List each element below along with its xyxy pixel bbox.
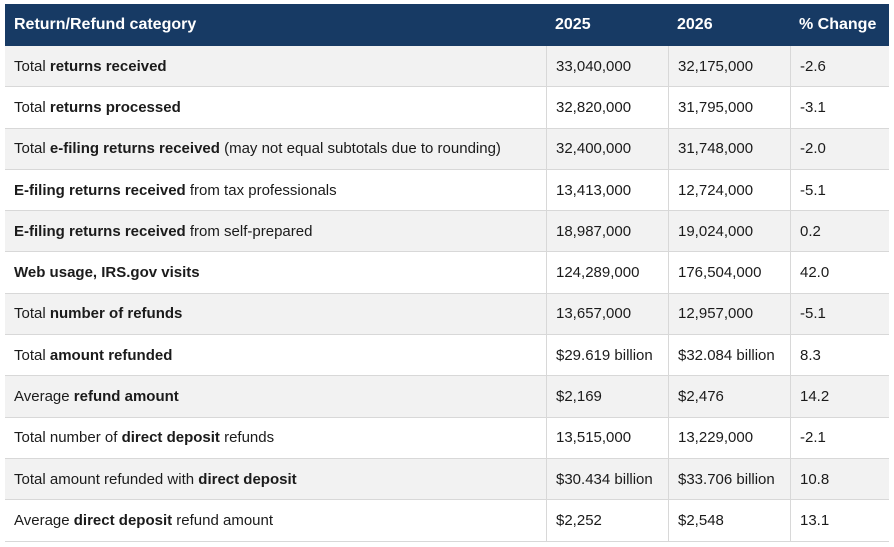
table-row: Average direct deposit refund amount $2,2…: [5, 500, 889, 542]
category-cell: Total number of refunds: [5, 305, 546, 322]
table-row: Total returns processed 32,820,000 31,795,…: [5, 87, 889, 129]
value-2025-cell: 13,657,000: [546, 293, 668, 335]
table-row: Total returns received 33,040,000 32,175,0…: [5, 46, 889, 88]
value-2025-cell: 32,400,000: [546, 128, 668, 169]
category-text: from tax professionals: [185, 181, 337, 199]
value-2025-cell: 33,040,000: [546, 46, 668, 87]
category-cell: Average refund amount: [5, 388, 546, 405]
category-text: Total number of: [14, 429, 122, 447]
value-2025-cell: 13,413,000: [546, 169, 668, 211]
category-cell: Total e-filing returns received (may not…: [5, 140, 546, 157]
value-2025-cell: $2,252: [546, 500, 668, 541]
filing-season-statistics-table: Return/Refund category 2025 2026 % Chang…: [5, 4, 889, 542]
value-2026-cell: $33.706 billion: [668, 458, 790, 500]
value-2026-cell: 13,229,000: [668, 417, 790, 458]
table-row: Total amount refunded $29.619 billion $32.…: [5, 335, 889, 377]
pct-change-cell: -5.1: [790, 293, 889, 335]
category-cell: Total returns processed: [5, 99, 546, 116]
value-2025-cell: $29.619 billion: [546, 335, 668, 376]
category-text-bold: returns received: [49, 57, 167, 75]
value-2026-cell: $2,476: [668, 376, 790, 417]
value-2025-cell: 32,820,000: [546, 87, 668, 128]
pct-change-cell: -3.1: [790, 87, 889, 128]
category-text: Average: [14, 511, 74, 529]
pct-change-cell: 0.2: [790, 211, 889, 252]
category-cell: Total returns received: [5, 58, 546, 75]
header-2026: 2026: [677, 16, 713, 33]
table-row: E-filing returns received from self-prep…: [5, 211, 889, 253]
category-text: Total: [14, 140, 50, 158]
category-cell: E-filing returns received from self-prep…: [5, 223, 546, 240]
category-text-bold: E-filing returns received: [14, 222, 186, 240]
table-header-row: Return/Refund category 2025 2026 % Chang…: [5, 4, 889, 46]
category-text: refunds: [219, 429, 275, 447]
header-pct-change: % Change: [799, 16, 877, 33]
category-text: Total: [14, 346, 50, 364]
pct-change-cell: 8.3: [790, 335, 889, 376]
value-2026-cell: 12,957,000: [668, 293, 790, 335]
category-text-bold: E-filing returns received: [14, 181, 186, 199]
category-text-bold: returns processed: [49, 98, 181, 116]
category-cell: Total amount refunded: [5, 347, 546, 364]
pct-change-cell: 14.2: [790, 376, 889, 417]
category-text: from self-prepared: [185, 222, 313, 240]
value-2025-cell: 13,515,000: [546, 417, 668, 458]
category-text-bold: direct deposit: [121, 429, 220, 447]
category-text: Total: [14, 98, 50, 116]
category-text-bold: number of refunds: [49, 305, 183, 323]
pct-change-cell: 13.1: [790, 500, 889, 541]
table-row: Average refund amount $2,169 $2,476 14.2: [5, 376, 889, 418]
header-2025: 2025: [555, 16, 591, 33]
value-2026-cell: $32.084 billion: [668, 335, 790, 376]
category-text-bold: e-filing returns received: [49, 140, 220, 158]
category-cell: Total amount refunded with direct deposi…: [5, 471, 546, 488]
value-2026-cell: 32,175,000: [668, 46, 790, 87]
pct-change-cell: -2.0: [790, 128, 889, 169]
category-cell: Average direct deposit refund amount: [5, 512, 546, 529]
category-text: Total amount refunded with: [14, 470, 199, 488]
category-text-bold: refund amount: [73, 388, 179, 406]
pct-change-cell: -5.1: [790, 169, 889, 211]
category-cell: Web usage, IRS.gov visits: [5, 264, 546, 281]
pct-change-cell: 10.8: [790, 458, 889, 500]
category-text-bold: amount refunded: [49, 346, 173, 364]
table-row: Total amount refunded with direct deposi…: [5, 458, 889, 501]
category-text: Total: [14, 57, 50, 75]
value-2026-cell: 176,504,000: [668, 252, 790, 293]
pct-change-cell: -2.6: [790, 46, 889, 87]
category-text-bold: direct deposit: [73, 511, 173, 529]
value-2025-cell: $30.434 billion: [546, 458, 668, 500]
category-text: Total: [14, 305, 50, 323]
table-row: Web usage, IRS.gov visits 124,289,000 176,…: [5, 252, 889, 294]
category-cell: E-filing returns received from tax profe…: [5, 182, 546, 199]
category-text: (may not equal subtotals due to rounding…: [219, 140, 501, 158]
value-2026-cell: 19,024,000: [668, 211, 790, 252]
category-text-bold: Web usage, IRS.gov visits: [14, 264, 200, 282]
category-text: refund amount: [172, 511, 274, 529]
value-2025-cell: $2,169: [546, 376, 668, 417]
pct-change-cell: -2.1: [790, 417, 889, 458]
pct-change-cell: 42.0: [790, 252, 889, 293]
table-row: Total e-filing returns received (may not…: [5, 128, 889, 170]
table-row: Total number of direct deposit refunds 13…: [5, 417, 889, 459]
value-2026-cell: 12,724,000: [668, 169, 790, 211]
table-row: Total number of refunds 13,657,000 12,957,…: [5, 293, 889, 336]
category-text: Average: [14, 388, 74, 406]
table-body: Total returns received 33,040,000 32,175,0…: [5, 46, 889, 542]
table-row: E-filing returns received from tax profe…: [5, 169, 889, 212]
category-text-bold: direct deposit: [198, 470, 297, 488]
value-2025-cell: 18,987,000: [546, 211, 668, 252]
value-2025-cell: 124,289,000: [546, 252, 668, 293]
header-return-refund-category: Return/Refund category: [14, 16, 197, 33]
value-2026-cell: 31,748,000: [668, 128, 790, 169]
category-cell: Total number of direct deposit refunds: [5, 429, 546, 446]
value-2026-cell: 31,795,000: [668, 87, 790, 128]
value-2026-cell: $2,548: [668, 500, 790, 541]
